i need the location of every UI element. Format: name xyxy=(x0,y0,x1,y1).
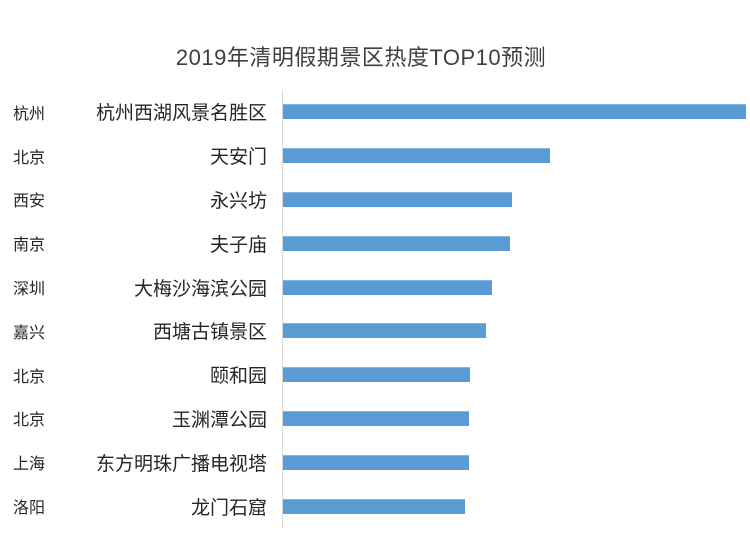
heat-bar xyxy=(283,367,471,383)
chart-row: 北京 玉渊潭公园 xyxy=(0,397,750,441)
bar-track xyxy=(283,148,750,164)
chart-rows: 杭州 杭州西湖风景名胜区 北京 天安门 西安 永兴坊 南京 夫子庙 深圳 大梅沙… xyxy=(0,90,750,528)
city-label: 南京 xyxy=(13,237,46,255)
city-label: 西安 xyxy=(13,193,46,211)
city-label: 杭州 xyxy=(13,105,46,123)
chart-row: 上海 东方明珠广播电视塔 xyxy=(0,440,750,484)
bar-track xyxy=(283,323,750,339)
bar-track xyxy=(283,279,750,295)
category-axis-line xyxy=(282,90,283,528)
chart-title: 2019年清明假期景区热度TOP10预测 xyxy=(175,45,547,70)
bar-track xyxy=(283,235,750,251)
city-label: 北京 xyxy=(13,412,46,430)
venue-label: 永兴坊 xyxy=(209,190,267,212)
venue-label: 夫子庙 xyxy=(209,234,267,256)
chart-row: 杭州 杭州西湖风景名胜区 xyxy=(0,90,750,134)
city-label: 洛阳 xyxy=(13,500,46,518)
heat-bar xyxy=(283,498,465,514)
bar-track xyxy=(283,191,750,207)
city-label: 北京 xyxy=(13,368,46,386)
chart-row: 深圳 大梅沙海滨公园 xyxy=(0,265,750,309)
venue-label: 东方明珠广播电视塔 xyxy=(95,453,267,475)
heat-bar xyxy=(283,410,470,426)
city-label: 上海 xyxy=(13,456,46,474)
heat-bar xyxy=(283,279,492,295)
heat-bar xyxy=(283,235,510,251)
city-label: 嘉兴 xyxy=(13,324,46,342)
heat-bar xyxy=(283,148,551,164)
chart-row: 南京 夫子庙 xyxy=(0,221,750,265)
venue-label: 玉渊潭公园 xyxy=(171,409,267,431)
bar-track xyxy=(283,454,750,470)
heat-bar xyxy=(283,454,470,470)
bar-track xyxy=(283,104,750,120)
venue-label: 天安门 xyxy=(209,147,267,169)
city-label: 北京 xyxy=(13,149,46,167)
venue-label: 大梅沙海滨公园 xyxy=(133,278,267,300)
heat-bar xyxy=(283,191,513,207)
venue-label: 杭州西湖风景名胜区 xyxy=(95,103,267,125)
venue-label: 西塘古镇景区 xyxy=(152,322,267,344)
chart-row: 嘉兴 西塘古镇景区 xyxy=(0,309,750,353)
bar-track xyxy=(283,498,750,514)
chart-row: 洛阳 龙门石窟 xyxy=(0,484,750,528)
city-label: 深圳 xyxy=(13,281,46,299)
chart-row: 北京 颐和园 xyxy=(0,353,750,397)
venue-label: 颐和园 xyxy=(209,366,267,388)
venue-label: 龙门石窟 xyxy=(190,497,267,519)
chart-row: 西安 永兴坊 xyxy=(0,178,750,222)
bar-track xyxy=(283,367,750,383)
heat-bar xyxy=(283,104,746,120)
heat-bar xyxy=(283,323,486,339)
chart-row: 北京 天安门 xyxy=(0,134,750,178)
bar-track xyxy=(283,410,750,426)
